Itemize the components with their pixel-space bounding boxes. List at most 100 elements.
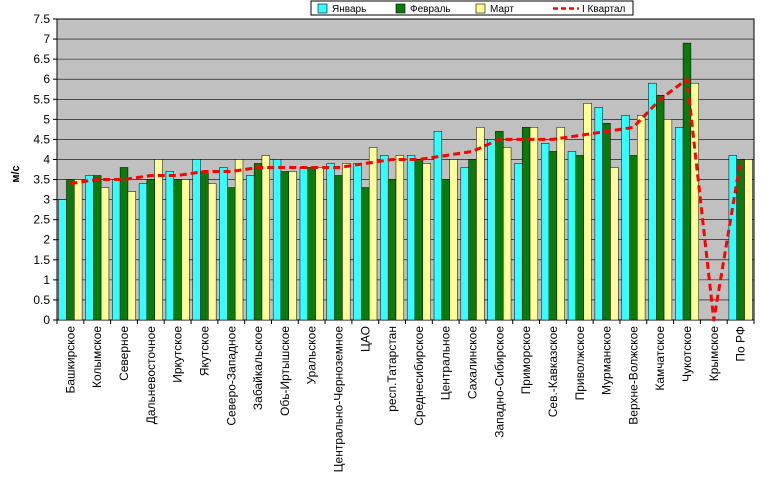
bar	[253, 163, 263, 321]
y-tick-label: 4	[43, 152, 50, 166]
bar	[307, 167, 316, 321]
bar	[675, 127, 684, 321]
y-tick-label: 3.5	[33, 173, 50, 187]
x-tick-label: Чукотское	[680, 326, 694, 382]
legend-swatch	[475, 3, 486, 14]
bar	[663, 119, 673, 321]
legend-box	[310, 0, 634, 16]
x-tick-label: Забайкальское	[251, 326, 265, 410]
bar	[334, 175, 343, 321]
bar	[583, 103, 592, 321]
bar	[395, 155, 405, 321]
bar	[93, 175, 102, 321]
bar	[495, 131, 504, 321]
y-tick-label: 2.5	[33, 213, 50, 227]
bar	[261, 155, 271, 321]
bar	[656, 95, 665, 321]
bar	[154, 159, 163, 321]
bar	[74, 179, 83, 321]
bar	[502, 147, 512, 321]
bar	[422, 163, 431, 321]
bar	[476, 127, 485, 321]
x-tick-label: Центральное	[439, 326, 453, 401]
x-tick-label: Колымское	[90, 326, 104, 388]
legend-label: Февраль	[410, 4, 451, 15]
x-tick-label: Центрально-Черноземное	[332, 326, 346, 473]
bar	[208, 183, 217, 321]
bar	[682, 42, 692, 321]
bar	[602, 123, 611, 321]
y-tick-label: 7.5	[33, 12, 50, 26]
y-tick-label: 5	[43, 112, 50, 126]
bar	[119, 167, 129, 321]
bar	[146, 179, 155, 321]
y-tick-label: 1	[43, 273, 50, 287]
bar	[387, 179, 397, 321]
bar	[610, 167, 619, 321]
bar	[529, 127, 539, 321]
legend-swatch	[395, 3, 406, 14]
bar	[728, 155, 737, 321]
bar	[744, 159, 753, 321]
bar	[288, 171, 297, 321]
y-axis-label: м/с	[10, 165, 22, 182]
legend-swatch	[317, 3, 328, 14]
bar	[487, 139, 496, 321]
bar	[58, 199, 67, 321]
bar	[192, 159, 201, 321]
y-tick-label: 6.5	[33, 52, 50, 66]
y-tick-label: 5.5	[33, 92, 50, 106]
x-tick-label: Среднесибирское	[412, 326, 426, 426]
bar	[326, 163, 335, 321]
x-tick-label: Приморское	[519, 326, 533, 395]
x-tick-label: ЦАО	[358, 326, 372, 352]
bar	[433, 131, 443, 321]
bar	[85, 175, 94, 321]
x-tick-label: Верхне-Волжское	[626, 326, 640, 425]
x-tick-label: Мурманское	[600, 326, 614, 395]
bar	[514, 163, 523, 321]
bar	[200, 171, 209, 321]
x-tick-label: Якутское	[197, 326, 211, 376]
y-tick-label: 2	[43, 233, 50, 247]
y-tick-label: 0	[43, 313, 50, 327]
bar	[468, 159, 477, 321]
bar	[353, 163, 362, 321]
bar	[621, 115, 630, 321]
bar	[540, 143, 550, 321]
x-tick-label: Уральское	[305, 326, 319, 385]
bar	[637, 115, 646, 321]
bar	[567, 151, 577, 321]
bar	[66, 179, 75, 321]
bar	[414, 159, 424, 321]
x-tick-label: респ.Татарстан	[385, 326, 399, 412]
x-tick-label: Камчатское	[653, 326, 667, 391]
y-tick-label: 7	[43, 32, 50, 46]
bar	[138, 183, 148, 321]
x-tick-label: Северное	[117, 326, 131, 381]
bar	[280, 171, 290, 321]
x-tick-label: Приволжское	[573, 326, 587, 401]
bar	[460, 167, 469, 321]
y-tick-label: 6	[43, 72, 50, 86]
bar	[227, 187, 236, 321]
bar	[594, 107, 603, 321]
bar	[521, 127, 531, 321]
bar	[441, 179, 450, 321]
bar	[690, 82, 699, 321]
x-tick-label: Сахалинское	[466, 326, 480, 399]
x-tick-label: Дальневосточное	[144, 326, 158, 425]
bar	[100, 187, 110, 321]
bar	[127, 191, 136, 321]
bar	[548, 151, 558, 321]
legend-label: I Квартал	[582, 4, 626, 15]
legend: Январь Февраль Март I Квартал	[310, 0, 634, 16]
bar	[575, 155, 584, 321]
x-tick-label: Западно-Сибирское	[492, 326, 506, 438]
bar	[648, 82, 657, 321]
bar	[112, 179, 121, 321]
x-tick-label: Башкирское	[63, 326, 77, 394]
bar	[380, 155, 389, 321]
y-tick-label: 4.5	[33, 132, 50, 146]
bar	[299, 167, 309, 321]
